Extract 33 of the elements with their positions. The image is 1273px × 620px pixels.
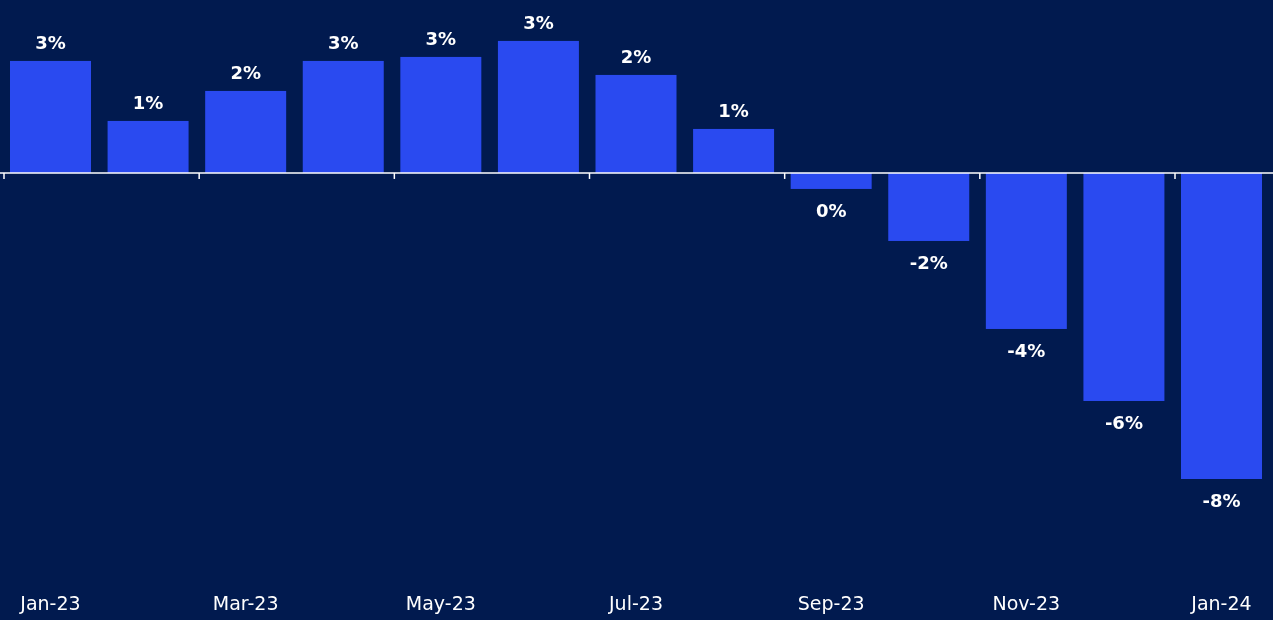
bar	[888, 172, 970, 241]
data-label: 1%	[718, 99, 749, 121]
data-label: 3%	[35, 31, 66, 53]
x-tick-label: Jan-24	[1190, 592, 1252, 614]
x-tick-label: May-23	[405, 592, 476, 614]
bar	[205, 90, 287, 173]
data-label: 3%	[523, 11, 554, 33]
data-label: -6%	[1104, 411, 1143, 433]
x-tick-label: Sep-23	[797, 592, 865, 614]
x-tick-label: Nov-23	[992, 592, 1061, 614]
data-label: 3%	[425, 27, 457, 49]
data-label: 2%	[620, 45, 652, 67]
data-label: 3%	[327, 31, 359, 53]
bar	[595, 74, 677, 173]
data-label: 2%	[230, 61, 261, 83]
data-label: 1%	[132, 91, 164, 113]
bar	[10, 60, 91, 173]
bar	[985, 172, 1067, 329]
bar	[400, 56, 482, 173]
x-tick-label: Jan-23	[19, 592, 81, 614]
data-label: -4%	[1007, 339, 1046, 361]
x-tick-label: Jul-23	[608, 592, 663, 614]
bar	[1181, 172, 1262, 479]
data-label: -2%	[909, 251, 948, 273]
bar	[497, 40, 579, 173]
bar	[1083, 172, 1165, 401]
bar	[302, 60, 384, 173]
bar	[693, 128, 775, 173]
bar	[107, 120, 189, 173]
data-label: 0%	[815, 199, 847, 221]
x-tick-label: Mar-23	[212, 592, 279, 614]
bar	[790, 172, 872, 189]
data-label: -8%	[1202, 490, 1241, 511]
